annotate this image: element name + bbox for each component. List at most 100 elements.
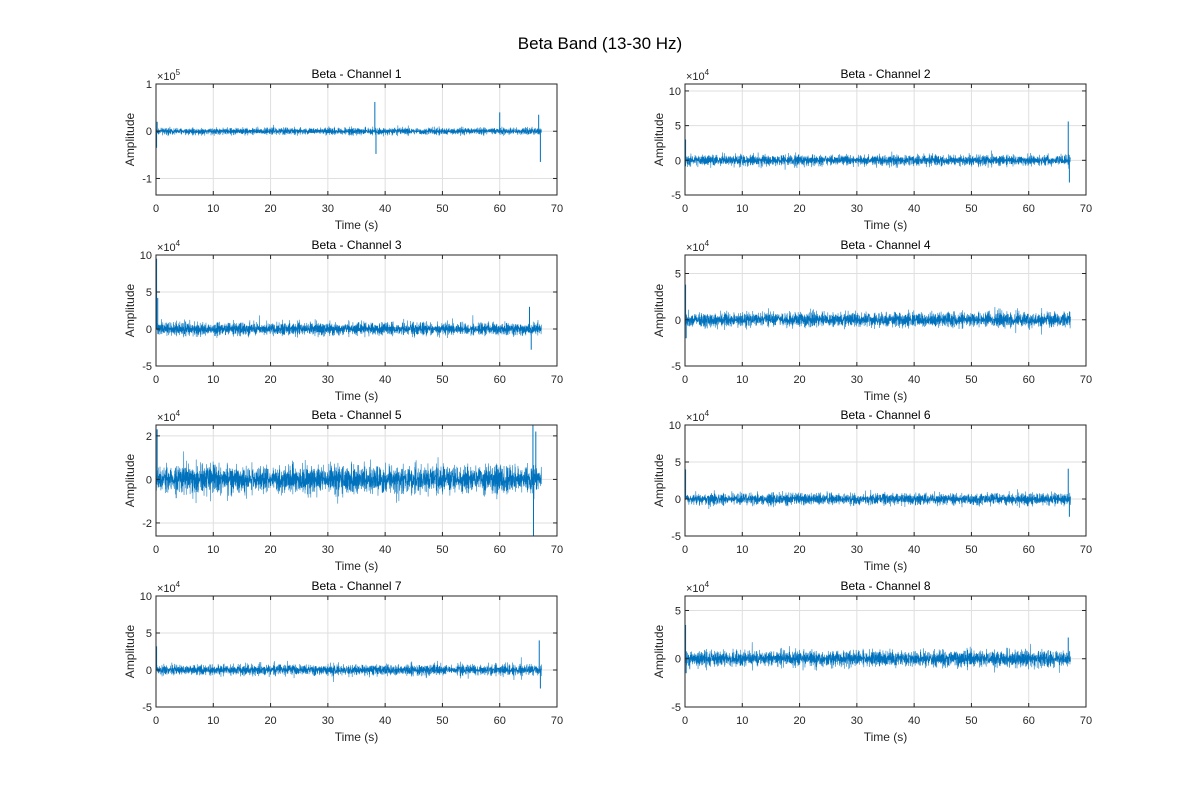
x-tick-label: 30 — [851, 374, 863, 386]
x-tick-label: 60 — [1023, 203, 1035, 215]
x-tick-label: 70 — [551, 203, 563, 215]
x-axis-label: Time (s) — [335, 389, 379, 403]
x-tick-label: 0 — [153, 374, 159, 386]
y-tick-label: -5 — [671, 361, 681, 373]
x-tick-label: 20 — [793, 203, 805, 215]
y-tick-label: 10 — [140, 591, 152, 603]
signal-trace — [156, 451, 542, 504]
axes-frame — [155, 254, 558, 367]
subplot-title: Beta - Channel 5 — [311, 408, 401, 422]
axes-frame — [684, 595, 1087, 708]
y-exponent-power: 4 — [705, 580, 710, 589]
x-tick-label: 50 — [965, 203, 977, 215]
y-exponent-label: ×104 — [686, 68, 710, 83]
y-exponent-power: 4 — [705, 409, 710, 418]
x-tick-label: 20 — [793, 544, 805, 556]
x-tick-label: 30 — [851, 203, 863, 215]
x-tick-label: 50 — [965, 374, 977, 386]
x-tick-label: 30 — [851, 544, 863, 556]
y-tick-label: -5 — [142, 361, 152, 373]
x-tick-label: 0 — [153, 203, 159, 215]
y-tick-label: 10 — [140, 250, 152, 262]
x-tick-label: 60 — [1023, 544, 1035, 556]
x-tick-label: 20 — [793, 374, 805, 386]
plot-area — [156, 596, 557, 707]
x-tick-label: 0 — [682, 203, 688, 215]
subplot-title: Beta - Channel 3 — [311, 238, 401, 252]
x-tick-label: 50 — [965, 715, 977, 727]
x-tick-label: 50 — [436, 203, 448, 215]
x-tick-label: 60 — [1023, 715, 1035, 727]
x-tick-label: 0 — [682, 374, 688, 386]
plot-area — [685, 255, 1086, 366]
y-tick-label: -5 — [671, 702, 681, 714]
x-tick-label: 60 — [1023, 374, 1035, 386]
x-tick-label: 20 — [264, 715, 276, 727]
y-exponent-power: 4 — [176, 580, 181, 589]
x-tick-label: 20 — [264, 544, 276, 556]
x-tick-label: 10 — [736, 715, 748, 727]
x-tick-label: 60 — [494, 374, 506, 386]
x-axis-label: Time (s) — [864, 730, 908, 744]
x-tick-label: 0 — [682, 715, 688, 727]
signal-trace — [685, 642, 1071, 673]
x-tick-label: 20 — [264, 203, 276, 215]
y-exponent-power: 4 — [705, 68, 710, 77]
x-tick-label: 0 — [682, 544, 688, 556]
x-tick-label: 50 — [436, 544, 448, 556]
x-tick-label: 70 — [551, 715, 563, 727]
x-axis-label: Time (s) — [864, 218, 908, 232]
x-tick-label: 70 — [1080, 544, 1092, 556]
x-tick-label: 40 — [908, 203, 920, 215]
x-tick-label: 40 — [379, 374, 391, 386]
y-tick-label: 5 — [675, 605, 681, 617]
y-exponent-power: 4 — [176, 239, 181, 248]
x-tick-label: 60 — [494, 203, 506, 215]
axes-frame — [684, 83, 1087, 196]
x-tick-label: 50 — [965, 544, 977, 556]
x-tick-label: 10 — [736, 374, 748, 386]
y-exponent-label: ×104 — [686, 580, 710, 595]
x-tick-label: 10 — [207, 203, 219, 215]
axes-frame — [155, 83, 558, 196]
subplot-title: Beta - Channel 2 — [840, 67, 930, 81]
y-axis-label: Amplitude — [123, 113, 137, 167]
x-tick-label: 70 — [551, 374, 563, 386]
subplot-title: Beta - Channel 7 — [311, 579, 401, 593]
y-tick-label: 0 — [146, 324, 152, 336]
y-exponent-label: ×104 — [157, 239, 181, 254]
y-tick-label: 0 — [146, 126, 152, 138]
y-exponent-label: ×105 — [157, 68, 181, 83]
y-tick-label: 5 — [146, 628, 152, 640]
x-tick-label: 10 — [736, 203, 748, 215]
x-tick-label: 20 — [264, 374, 276, 386]
y-tick-label: -2 — [142, 518, 152, 530]
y-tick-label: 0 — [146, 474, 152, 486]
y-axis-label: Amplitude — [652, 454, 666, 508]
axes-frame — [155, 424, 558, 537]
x-tick-label: 70 — [1080, 715, 1092, 727]
x-tick-label: 10 — [207, 374, 219, 386]
x-tick-label: 70 — [1080, 374, 1092, 386]
x-tick-label: 40 — [379, 544, 391, 556]
subplot-channel-1: 0 10 20 30 40 50 60 70 -1 0 1 ×105 Beta - Channel 1 T… — [123, 67, 563, 232]
x-tick-label: 40 — [379, 715, 391, 727]
signal-trace — [685, 307, 1071, 335]
y-tick-label: 0 — [675, 654, 681, 666]
y-exponent-power: 4 — [705, 239, 710, 248]
x-tick-label: 70 — [1080, 203, 1092, 215]
y-axis-label: Amplitude — [652, 284, 666, 338]
x-axis-label: Time (s) — [864, 559, 908, 573]
x-tick-label: 60 — [494, 715, 506, 727]
x-tick-label: 40 — [908, 715, 920, 727]
subplot-channel-8: 0 10 20 30 40 50 60 70-505×104 Beta - Channel 8T… — [652, 579, 1092, 744]
y-tick-label: -5 — [671, 531, 681, 543]
x-tick-label: 30 — [322, 715, 334, 727]
x-tick-label: 40 — [379, 203, 391, 215]
y-tick-label: 5 — [146, 287, 152, 299]
subplot-channel-4: 0 10 20 30 40 50 60 70-505×104 Beta - Channel 4T… — [652, 238, 1092, 403]
